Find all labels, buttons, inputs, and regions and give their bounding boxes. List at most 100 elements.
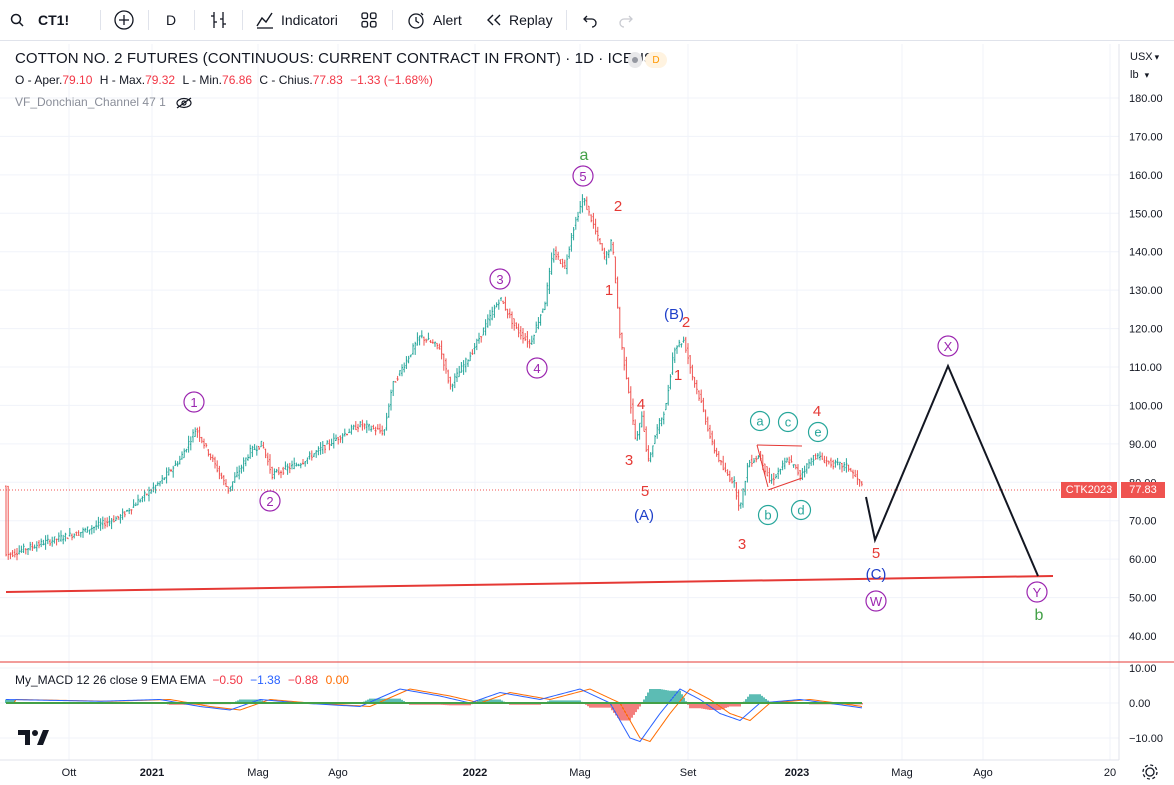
wave-label-teal-d[interactable]: d xyxy=(790,499,812,521)
wave-label-red-2[interactable]: 2 xyxy=(614,198,622,215)
change-value: −1.33 (−1.68%) xyxy=(350,73,433,87)
templates-button[interactable] xyxy=(360,8,378,32)
ohlc-bar xyxy=(99,518,102,531)
alert-button[interactable]: Alert xyxy=(406,8,462,32)
ohlc-bar xyxy=(724,462,727,473)
triangle-lower-line[interactable] xyxy=(767,477,803,491)
ohlc-bar xyxy=(794,464,797,470)
ohlc-bar xyxy=(673,347,676,364)
ohlc-bar xyxy=(649,452,652,463)
ohlc-bar xyxy=(291,460,293,470)
symbol-search[interactable]: CT1! xyxy=(10,8,69,32)
ohlc-bar xyxy=(845,458,848,473)
support-trendline[interactable] xyxy=(5,575,1054,593)
wave-label-red-1b[interactable]: 1 xyxy=(674,367,682,384)
triangle-upper-line[interactable] xyxy=(756,444,803,447)
ohlc-bar xyxy=(293,457,296,470)
eye-hidden-icon[interactable] xyxy=(175,97,193,109)
wave-label-red-4[interactable]: 4 xyxy=(637,396,645,413)
ohlc-bar xyxy=(390,389,392,411)
ohlc-bar xyxy=(416,332,419,346)
wave-label-b-green[interactable]: b xyxy=(1035,607,1044,624)
wave-label-w[interactable]: W xyxy=(865,590,887,612)
ohlc-bar xyxy=(128,507,131,515)
time-tick-label: Ago xyxy=(973,767,993,779)
ohlc-bar xyxy=(68,527,71,537)
wave-label-4[interactable]: 4 xyxy=(526,357,548,379)
ohlc-legend: O - Aper.79.10 H - Max.79.32 L - Min.76.… xyxy=(15,73,433,87)
price-axis[interactable]: 180.00 170.00 160.00 150.00 140.00 130.00 120.… xyxy=(1129,93,1163,643)
ohlc-bar xyxy=(709,424,711,439)
ohlc-bar xyxy=(209,453,212,461)
wave-label-3[interactable]: 3 xyxy=(489,268,511,290)
ohlc-bar xyxy=(414,341,417,355)
tradingview-logo[interactable] xyxy=(18,730,49,745)
wave-label-red-5[interactable]: 5 xyxy=(641,483,649,500)
indicators-label: Indicatori xyxy=(281,12,338,28)
wave-label-red-3[interactable]: 3 xyxy=(625,452,633,469)
ohlc-bar xyxy=(625,356,628,380)
wave-label-red-4b[interactable]: 4 xyxy=(813,403,821,420)
ohlc-bar xyxy=(328,439,331,451)
ohlc-bar xyxy=(324,444,326,454)
ohlc-bar xyxy=(319,442,322,455)
ohlc-bar xyxy=(658,418,661,435)
macd-axis[interactable]: 10.00 0.00 −10.00 xyxy=(1129,663,1163,745)
ohlc-bar xyxy=(332,433,335,449)
macd-legend[interactable]: My_MACD 12 26 close 9 EMA EMA −0.50 −1.3… xyxy=(15,673,349,687)
wave-label-a-blue[interactable]: (A) xyxy=(634,507,654,524)
wave-label-2[interactable]: 2 xyxy=(259,490,281,512)
bar-style-button[interactable] xyxy=(209,8,229,32)
indicators-button[interactable]: Indicatori xyxy=(255,8,338,32)
wave-label-y[interactable]: Y xyxy=(1026,581,1048,603)
settings-gear-icon[interactable] xyxy=(1142,764,1158,780)
ohlc-bar xyxy=(231,481,234,491)
ohlc-bar xyxy=(585,196,588,211)
last-price-label[interactable]: 77.83 xyxy=(1121,482,1165,498)
wave-label-b-blue[interactable]: (B) xyxy=(664,306,684,323)
time-axis[interactable]: Ott 2021 Mag Ago 2022 Mag Set 2023 Mag Ago 20 xyxy=(62,767,1116,779)
ohlc-bar xyxy=(167,467,170,476)
time-tick-label: 2022 xyxy=(463,767,487,779)
triangle-left-line[interactable] xyxy=(756,444,769,488)
ohlc-bar xyxy=(766,466,769,477)
ohlc-bar xyxy=(680,343,683,348)
ohlc-bar xyxy=(40,538,43,548)
redo-button[interactable] xyxy=(618,8,636,32)
ohlc-bar xyxy=(548,267,551,295)
indicator-legend[interactable]: VF_Donchian_Channel 47 1 xyxy=(15,95,193,109)
ohlc-bar xyxy=(273,468,276,480)
wave-label-1[interactable]: 1 xyxy=(183,391,205,413)
wave-label-teal-e[interactable]: e xyxy=(807,421,829,443)
delay-badge[interactable]: D xyxy=(645,52,667,68)
projection-path[interactable] xyxy=(865,363,1039,577)
wave-label-teal-c[interactable]: c xyxy=(777,411,799,433)
ohlc-bar xyxy=(678,339,681,348)
ohlc-bar xyxy=(610,239,612,252)
add-symbol-button[interactable] xyxy=(113,8,135,32)
currency-unit-selector[interactable]: USX ▾ lb ▾ xyxy=(1130,48,1159,84)
wave-label-red-1[interactable]: 1 xyxy=(605,282,613,299)
ohlc-bar xyxy=(90,525,93,535)
redo-icon xyxy=(619,15,633,28)
ohlc-bar xyxy=(13,548,16,558)
wave-label-5[interactable]: 5 xyxy=(572,165,594,187)
wave-label-a-green[interactable]: a xyxy=(580,147,589,164)
wave-label-red-2b[interactable]: 2 xyxy=(682,314,690,331)
replay-button[interactable]: Replay xyxy=(485,8,553,32)
wave-label-red-3b[interactable]: 3 xyxy=(738,536,746,553)
wave-label-c-blue[interactable]: (C) xyxy=(866,566,887,583)
wave-label-red-5b[interactable]: 5 xyxy=(872,545,880,562)
ohlc-bar xyxy=(310,450,313,461)
wave-label-teal-a[interactable]: a xyxy=(749,410,771,432)
ohlc-bar xyxy=(46,534,49,545)
market-status-dot[interactable] xyxy=(628,52,642,68)
wave-label-teal-b[interactable]: b xyxy=(757,504,779,526)
interval-button[interactable]: D xyxy=(166,8,176,32)
wave-labels: 1 2 3 4 5 W X Y a b 2 1 4 3 5 2 1 3 4 5 … xyxy=(183,147,1048,624)
wave-label-x[interactable]: X xyxy=(937,335,959,357)
undo-button[interactable] xyxy=(580,8,598,32)
ohlc-bar xyxy=(667,384,670,406)
ohlc-bar xyxy=(282,466,285,475)
